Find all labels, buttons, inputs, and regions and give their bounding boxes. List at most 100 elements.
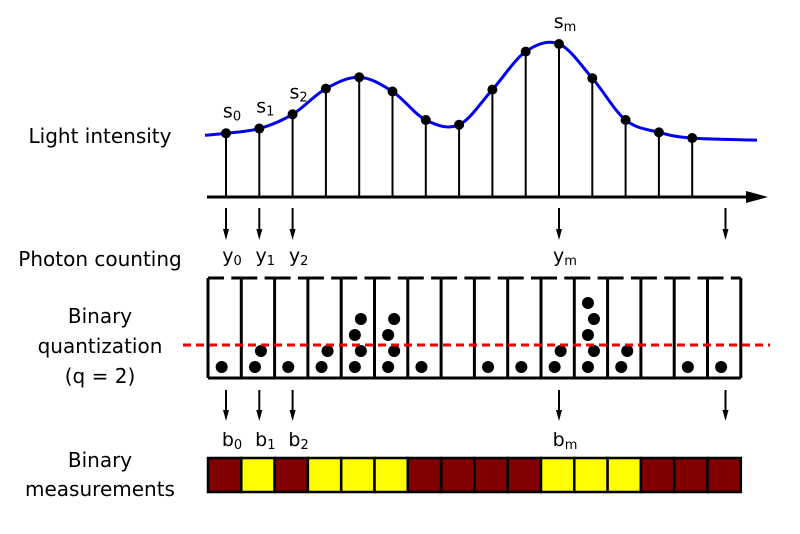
b-m-label: bm (553, 429, 578, 453)
sample-point (254, 123, 265, 134)
photon (282, 361, 295, 373)
arrow-head (289, 229, 296, 240)
binary-cell (672, 456, 709, 494)
photon (482, 361, 495, 373)
binary-cell (639, 456, 676, 494)
photon (548, 361, 561, 373)
photon (587, 345, 600, 357)
sample-point (454, 119, 465, 130)
binary-quantization-label-line2: quantization (38, 334, 163, 358)
y-m-label: ym (553, 245, 577, 269)
photon (581, 329, 594, 341)
binary-cell (606, 456, 643, 494)
photon (388, 345, 401, 357)
binary-cell (373, 456, 410, 494)
binary-cell (539, 456, 576, 494)
sample-point (354, 72, 365, 83)
s-2-label: s2 (290, 81, 308, 105)
photon (248, 361, 261, 373)
photon (715, 361, 728, 373)
sample-point (587, 73, 598, 84)
arrow-head (556, 410, 562, 421)
photon (254, 345, 267, 357)
sample-point (387, 86, 398, 97)
photon (615, 361, 628, 373)
binary-measurements-label-line1: Binary (68, 448, 132, 472)
sample-point (687, 133, 698, 144)
sample-point (520, 46, 531, 57)
sample-point (554, 39, 564, 49)
binary-measurements-label-line2: measurements (25, 477, 175, 501)
photon-count-labels: y0 y1 y2 ym (222, 245, 577, 269)
sample-point (487, 84, 498, 95)
sample-point (320, 83, 331, 94)
photon (554, 345, 567, 357)
sample-point (287, 109, 298, 120)
binary-cell (273, 456, 310, 494)
light-intensity-label: Light intensity (29, 124, 172, 148)
sample-labels: s0 s1 s2 sm (223, 11, 576, 124)
y-0-label: y0 (222, 245, 242, 269)
sample-point (653, 127, 664, 138)
photon (348, 329, 361, 341)
binary-quantization-label-line3: (q = 2) (65, 364, 136, 388)
photon (315, 361, 328, 373)
binary-cell (439, 456, 476, 494)
arrow-head (256, 410, 263, 421)
photon (215, 361, 228, 373)
binary-cell (206, 456, 243, 494)
sample-points (221, 39, 698, 144)
arrow-head (256, 229, 263, 240)
binary-cell (406, 456, 443, 494)
binary-cell (573, 456, 609, 494)
arrow-head (289, 410, 296, 421)
photon (621, 345, 634, 357)
photon (681, 361, 694, 373)
binary-measurement-cells (206, 456, 743, 494)
photon (415, 361, 428, 373)
sample-point (221, 128, 231, 139)
intensity-curve (204, 40, 758, 142)
arrow-head (223, 410, 229, 421)
s-m-label: sm (554, 11, 577, 35)
photon (388, 313, 401, 325)
s-0-label: s0 (223, 100, 241, 124)
photon (321, 345, 334, 357)
photon (354, 313, 367, 325)
y-1-label: y1 (256, 245, 276, 269)
photons (215, 297, 728, 373)
photon (581, 297, 594, 309)
b-0-label: b0 (222, 429, 242, 453)
photon (348, 361, 361, 373)
binary-cell (306, 456, 343, 494)
arrow-head (722, 229, 729, 240)
binary-cell (339, 456, 376, 494)
binary-cell (506, 456, 543, 494)
photon (382, 329, 395, 341)
binary-labels: b0 b1 b2 bm (222, 429, 578, 453)
sample-stems (225, 44, 694, 197)
photon-bins (206, 276, 743, 380)
photon (581, 361, 594, 373)
stage-arrows (223, 208, 729, 421)
y-2-label: y2 (289, 245, 309, 269)
arrow-head (722, 410, 729, 421)
binary-cell (706, 456, 743, 494)
binary-cell (240, 456, 276, 494)
s-1-label: s1 (256, 96, 274, 120)
photon (354, 345, 367, 357)
photon-counting-label: Photon counting (18, 247, 181, 271)
photon (515, 361, 528, 373)
time-axis-arrowhead (746, 191, 768, 203)
arrow-head (223, 229, 229, 240)
sample-point (420, 115, 431, 125)
sample-point (620, 115, 631, 125)
b-1-label: b1 (255, 429, 275, 453)
binary-quantization-label-line1: Binary (68, 304, 132, 328)
b-2-label: b2 (288, 429, 308, 453)
arrow-head (556, 229, 562, 240)
photon (587, 313, 600, 325)
photon (382, 361, 395, 373)
binary-cell (473, 456, 509, 494)
